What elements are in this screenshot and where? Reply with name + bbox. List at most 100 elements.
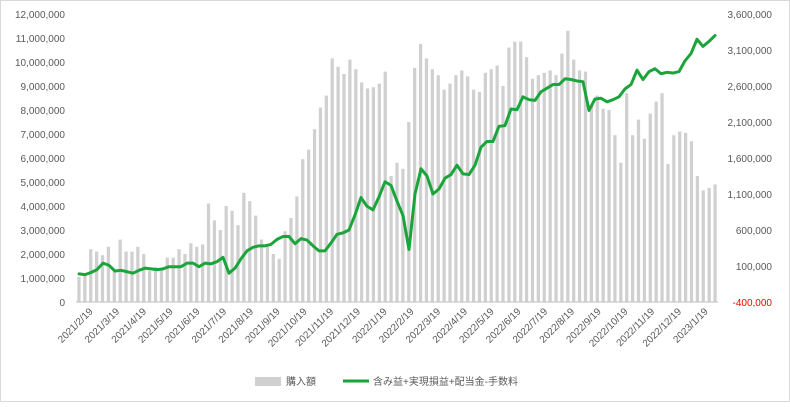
series-line [77,34,717,277]
bar [89,249,93,302]
bar [148,270,152,302]
bar [454,75,458,302]
bar [271,254,275,302]
bar [183,254,187,302]
bar [560,53,564,302]
bar [83,275,87,302]
bar [477,92,482,302]
bar [666,164,670,302]
bar [94,251,99,302]
bar [177,249,181,302]
bar [619,162,623,302]
bar [259,239,264,302]
bar [354,69,358,302]
left-tick-label: 6,000,000 [21,154,66,165]
bar [142,254,146,302]
bar [342,74,346,302]
bar [524,57,529,303]
bar [483,72,487,302]
bar [318,107,323,302]
bar [695,176,700,302]
bar [112,269,116,302]
bar [583,71,588,302]
bar [159,269,164,302]
bar [106,246,111,302]
bar [383,71,387,302]
bar [395,162,399,302]
right-tick-label: -400,000 [733,298,773,309]
bar [601,108,605,302]
bar [530,78,535,302]
bar [301,159,305,302]
bar [701,190,705,302]
bar [678,131,682,302]
bar [607,110,611,302]
bar [401,168,405,302]
bar [660,93,664,302]
bar [566,30,570,303]
right-tick-label: 100,000 [736,262,773,273]
right-tick-label: 2,600,000 [728,82,773,93]
bar [201,244,205,302]
bar [554,75,558,302]
bar [336,66,340,302]
left-tick-label: 9,000,000 [21,82,66,93]
bar [648,113,652,302]
bar [218,230,222,302]
left-tick-label: 1,000,000 [21,274,66,285]
legend-bar-label: 購入額 [286,375,316,388]
bar [348,59,352,302]
bar [242,192,246,302]
bar [365,88,370,303]
bar [330,58,334,303]
bar [713,184,717,302]
left-tick-label: 7,000,000 [21,130,66,141]
bar [265,246,270,302]
legend-line-label: 含み益+実現損益+配当金-手数料 [373,375,518,388]
left-tick-label: 10,000,000 [15,58,65,69]
bar [254,215,258,302]
bar [548,70,552,303]
bar [360,82,364,303]
bar [513,41,517,302]
bar [189,243,193,302]
left-tick-label: 12,000,000 [15,10,65,21]
bar [295,196,299,302]
right-axis: -400,000 100,000 600,000 1,100,000 1,600,000… [728,10,773,309]
bar [466,76,470,303]
bar [100,255,105,302]
bar [589,105,593,302]
bar [442,89,446,302]
bar [536,75,540,302]
bar [642,138,646,302]
bar [312,129,317,302]
bar [460,70,464,303]
bar [636,119,641,302]
bar [324,95,328,302]
bar [430,69,434,302]
bar [489,69,493,302]
bar [124,251,128,302]
bar [224,206,228,302]
bar [542,72,546,302]
right-tick-label: 3,100,000 [728,46,773,57]
right-tick-label: 2,100,000 [728,118,773,129]
bar [136,246,140,302]
bar [507,47,511,302]
right-tick-label: 1,100,000 [728,190,773,201]
left-tick-label: 11,000,000 [16,34,66,45]
bar [283,231,287,302]
bar [595,95,599,302]
bar [471,89,476,302]
bar [371,87,376,302]
left-tick-label: 2,000,000 [21,250,66,261]
bar [424,58,429,303]
left-axis: 0 1,000,000 2,000,000 3,000,000 4,000,000 5,0… [15,10,66,309]
bar [519,41,523,302]
bar [289,218,293,302]
right-tick-label: 3,600,000 [728,10,773,21]
left-tick-label: 0 [59,298,65,309]
bar [307,149,311,302]
right-tick-label: 1,600,000 [728,154,773,165]
